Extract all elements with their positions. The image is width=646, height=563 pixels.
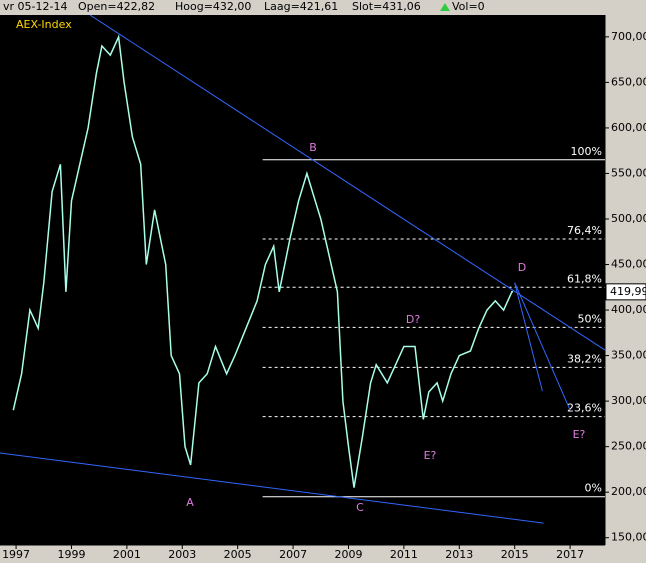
header-high: Hoog=432,00 bbox=[175, 0, 251, 13]
wave-label: E? bbox=[424, 449, 437, 462]
y-tick-label: 200,00 bbox=[611, 485, 646, 498]
y-tick-label: 700,00 bbox=[611, 30, 646, 43]
y-tick-label: 250,00 bbox=[611, 440, 646, 453]
x-tick-label: 2007 bbox=[279, 548, 307, 561]
x-tick-label: 1997 bbox=[2, 548, 30, 561]
trend-line bbox=[0, 452, 544, 524]
header-close: Slot=431,06 bbox=[352, 0, 421, 13]
y-tick-label: 450,00 bbox=[611, 258, 646, 271]
wave-label: E? bbox=[573, 428, 586, 441]
fib-label: 61,8% bbox=[567, 272, 602, 285]
legend-entry: AEX-Index bbox=[16, 18, 72, 31]
wave-label: D bbox=[518, 261, 526, 274]
up-arrow bbox=[440, 3, 450, 11]
header-open: Open=422,82 bbox=[78, 0, 155, 13]
wave-label: A bbox=[186, 496, 194, 509]
y-tick-label: 350,00 bbox=[611, 349, 646, 362]
fib-label: 100% bbox=[571, 145, 602, 158]
plot-area bbox=[0, 15, 605, 545]
header-volume: Vol=0 bbox=[452, 0, 485, 13]
fib-label: 38,2% bbox=[567, 352, 602, 365]
header-date: vr 05-12-14 bbox=[3, 0, 67, 13]
x-tick-label: 2015 bbox=[501, 548, 529, 561]
fib-label: 23,6% bbox=[567, 402, 602, 415]
fib-label: 0% bbox=[585, 482, 602, 495]
price-line bbox=[12, 34, 513, 488]
x-tick-label: 1999 bbox=[57, 548, 85, 561]
wave-label: D? bbox=[406, 313, 420, 326]
header-low: Laag=421,61 bbox=[264, 0, 338, 13]
y-tick-label: 550,00 bbox=[611, 166, 646, 179]
x-tick-label: 2011 bbox=[390, 548, 418, 561]
x-tick-label: 2005 bbox=[224, 548, 252, 561]
trend-line bbox=[514, 282, 571, 411]
x-tick-label: 2003 bbox=[168, 548, 196, 561]
wave-label: B bbox=[309, 141, 317, 154]
wave-label: C bbox=[356, 501, 364, 514]
y-tick-label: 150,00 bbox=[611, 531, 646, 544]
trend-line bbox=[514, 282, 543, 392]
fib-label: 76,4% bbox=[567, 224, 602, 237]
x-tick-label: 2009 bbox=[334, 548, 362, 561]
y-tick-label: 400,00 bbox=[611, 303, 646, 316]
fib-label: 50% bbox=[578, 312, 602, 325]
last-value-box bbox=[605, 283, 646, 301]
trend-line bbox=[89, 14, 606, 351]
y-tick-label: 300,00 bbox=[611, 394, 646, 407]
x-tick-label: 2001 bbox=[113, 548, 141, 561]
y-tick-label: 650,00 bbox=[611, 75, 646, 88]
last-value-label: 419,99 bbox=[610, 285, 646, 298]
x-tick-label: 2013 bbox=[445, 548, 473, 561]
y-tick-label: 500,00 bbox=[611, 212, 646, 225]
x-tick-label: 2017 bbox=[556, 548, 584, 561]
y-tick-label: 600,00 bbox=[611, 121, 646, 134]
